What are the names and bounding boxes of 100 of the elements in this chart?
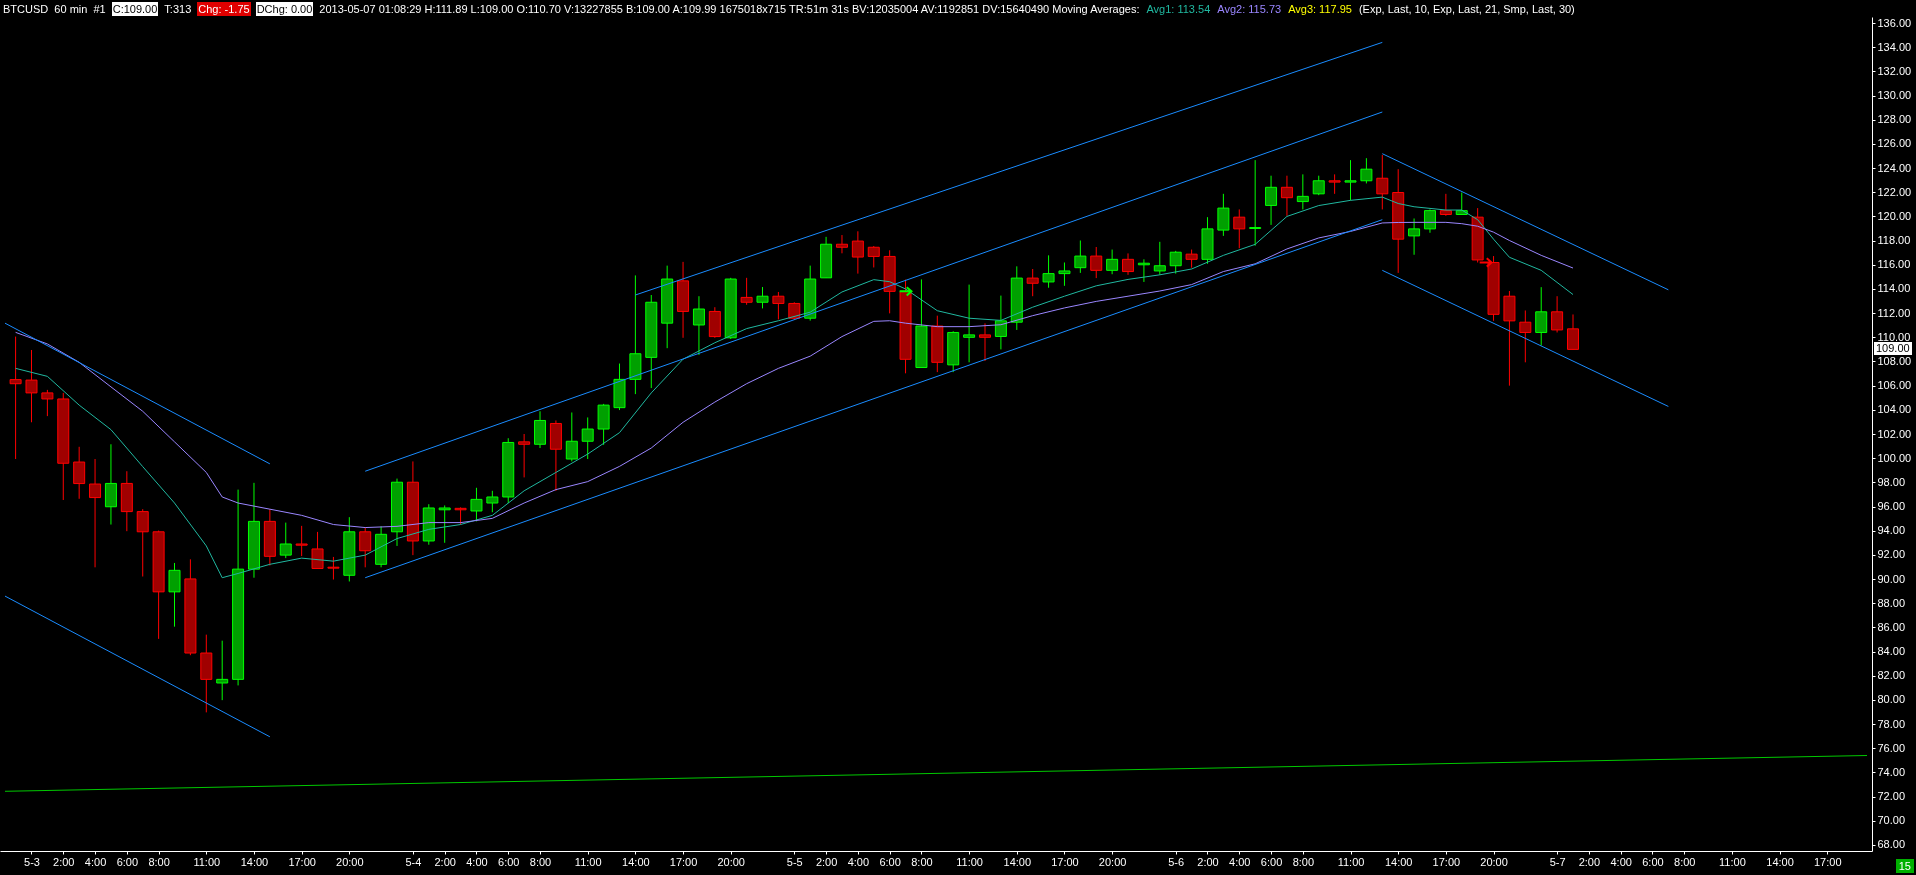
candlestick bbox=[1551, 295, 1564, 333]
x-tick-label: 5-7 bbox=[1549, 855, 1566, 868]
candlestick bbox=[1312, 175, 1325, 196]
candlestick bbox=[9, 336, 22, 460]
candlestick bbox=[359, 527, 372, 568]
x-tick-label: 5-5 bbox=[786, 855, 803, 868]
candlestick bbox=[1296, 173, 1309, 210]
y-tick-label: 104.00 bbox=[1877, 403, 1912, 416]
y-tick-label: 84.00 bbox=[1877, 645, 1906, 658]
candlestick bbox=[1249, 159, 1262, 247]
x-tick-label: 20:00 bbox=[1480, 855, 1508, 868]
candlestick bbox=[851, 230, 864, 275]
line-series bbox=[15, 196, 1574, 579]
candlestick bbox=[1026, 268, 1039, 297]
x-tick-label: 11:00 bbox=[956, 855, 983, 868]
x-tick-label: 14:00 bbox=[240, 855, 269, 868]
candlestick bbox=[486, 490, 499, 513]
candlestick bbox=[279, 522, 292, 559]
y-tick-label: 76.00 bbox=[1877, 741, 1906, 754]
y-tick-label: 74.00 bbox=[1877, 765, 1906, 778]
candlestick bbox=[1439, 193, 1452, 217]
text: Avg1: 113.54 bbox=[1145, 1, 1212, 16]
y-tick-label: 86.00 bbox=[1877, 620, 1906, 633]
y-tick-label: 70.00 bbox=[1877, 814, 1906, 827]
candlestick bbox=[1360, 157, 1373, 184]
text: T:313 bbox=[163, 1, 193, 16]
x-tick-label: 17:00 bbox=[288, 855, 316, 868]
x-tick-label: 2:00 bbox=[53, 855, 75, 868]
text: Chg: -1.75 bbox=[197, 1, 251, 16]
candlestick bbox=[963, 284, 976, 363]
candlestick bbox=[295, 525, 308, 557]
y-tick-label: 112.00 bbox=[1877, 306, 1911, 319]
x-tick-label: 11:00 bbox=[1719, 855, 1746, 868]
y-tick-label: 126.00 bbox=[1877, 137, 1912, 150]
x-tick-label: 17:00 bbox=[1051, 855, 1079, 868]
x-tick-label: 6:00 bbox=[1642, 855, 1664, 868]
candlestick bbox=[1408, 217, 1421, 256]
x-tick-label: 14:00 bbox=[622, 855, 650, 868]
text: (Exp, Last, 10, Exp, Last, 21, Smp, Last, 30) bbox=[1357, 1, 1576, 16]
candlestick bbox=[1535, 286, 1548, 347]
candlestick bbox=[1265, 175, 1278, 226]
y-tick-label: 94.00 bbox=[1877, 524, 1906, 537]
text: DChg: 0.00 bbox=[255, 1, 314, 16]
y-tick-label: 110.00 bbox=[1877, 330, 1911, 343]
y-tick-label: 122.00 bbox=[1877, 185, 1912, 198]
candlestick bbox=[1074, 239, 1087, 274]
y-tick-label: 96.00 bbox=[1877, 500, 1906, 513]
x-tick-label: 8:00 bbox=[911, 855, 933, 868]
x-tick-label: 17:00 bbox=[1432, 855, 1461, 868]
candlestick bbox=[438, 504, 451, 544]
x-tick-label: 6:00 bbox=[1260, 855, 1283, 868]
candlestick bbox=[1344, 159, 1357, 201]
candlestick bbox=[1567, 313, 1579, 350]
y-tick-label: 116.00 bbox=[1877, 258, 1911, 271]
x-tick-label: 4:00 bbox=[84, 855, 107, 868]
y-tick-label: 134.00 bbox=[1877, 40, 1912, 53]
candlestick bbox=[168, 562, 181, 628]
y-tick-label: 128.00 bbox=[1877, 113, 1912, 126]
candlestick bbox=[1058, 261, 1071, 287]
candlestick bbox=[1233, 208, 1246, 249]
text: Avg3: 117.95 bbox=[1287, 1, 1353, 16]
candlestick bbox=[835, 234, 848, 254]
y-tick-label: 100.00 bbox=[1877, 451, 1912, 464]
x-tick-label: 8:00 bbox=[1292, 855, 1315, 868]
x-tick-label: 4:00 bbox=[466, 855, 488, 868]
candlestick bbox=[692, 295, 705, 356]
x-tick-label: 2:00 bbox=[815, 855, 838, 868]
candlestick bbox=[311, 531, 324, 570]
x-tick-label: 2:00 bbox=[1197, 855, 1219, 868]
candlestick bbox=[136, 508, 149, 578]
candlestick bbox=[73, 446, 86, 500]
text: Avg2: 115.73 bbox=[1216, 1, 1283, 16]
x-tick-label: 8:00 bbox=[529, 855, 552, 868]
candlestick bbox=[41, 389, 54, 417]
x-tick-label: 2:00 bbox=[1578, 855, 1601, 868]
candlestick bbox=[1423, 208, 1436, 234]
x-tick-label: 6:00 bbox=[498, 855, 520, 868]
x-tick-label: 17:00 bbox=[1814, 855, 1842, 868]
candlestick bbox=[1153, 241, 1166, 276]
y-tick-label: 108.00 bbox=[1877, 354, 1912, 367]
candlestick bbox=[979, 322, 991, 362]
x-tick-label: 6:00 bbox=[116, 855, 139, 868]
x-tick-label: 8:00 bbox=[1674, 855, 1696, 868]
x-tick-label: 6:00 bbox=[879, 855, 901, 868]
x-tick-label: 5-4 bbox=[405, 855, 422, 868]
y-tick-label: 130.00 bbox=[1877, 89, 1912, 102]
y-tick-label: 124.00 bbox=[1877, 161, 1912, 174]
candlestick bbox=[1185, 249, 1198, 269]
x-tick-label: 2:00 bbox=[434, 855, 456, 868]
x-tick-label: 20:00 bbox=[336, 855, 364, 868]
y-tick-label: 132.00 bbox=[1877, 64, 1912, 77]
candlestick bbox=[1042, 254, 1055, 289]
candlestick bbox=[565, 411, 578, 462]
candlestick bbox=[994, 295, 1007, 350]
line-series bbox=[15, 221, 1574, 529]
candlestick bbox=[581, 416, 594, 460]
y-tick-label: 120.00 bbox=[1877, 209, 1912, 222]
y-tick-label: 98.00 bbox=[1877, 475, 1906, 488]
text: C:109.00 bbox=[111, 1, 159, 16]
text: 15 bbox=[1895, 859, 1914, 873]
